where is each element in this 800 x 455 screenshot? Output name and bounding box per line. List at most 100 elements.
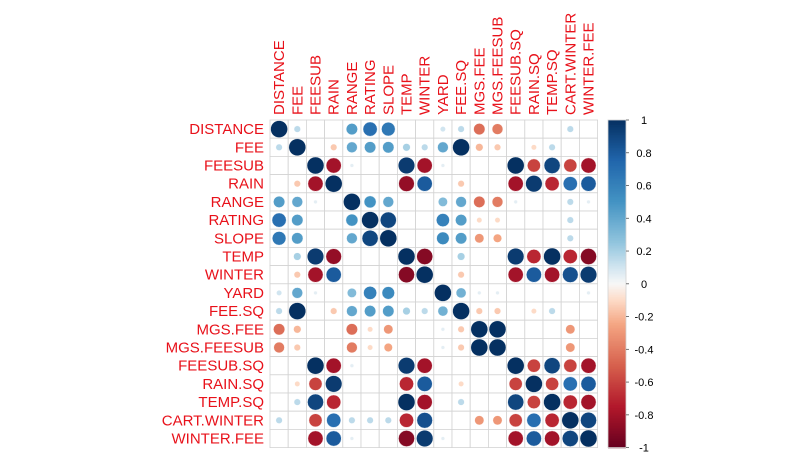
- correlation-circle: [349, 363, 355, 368]
- correlation-circle: [398, 430, 415, 447]
- grid-cell: [415, 119, 435, 139]
- column-label: RAIN: [326, 79, 343, 115]
- correlation-circle: [275, 416, 283, 424]
- correlation-circle: [457, 325, 465, 333]
- correlation-circle: [452, 138, 470, 157]
- colorbar-segment: [608, 170, 626, 174]
- grid-cell: [542, 228, 562, 248]
- colorbar-segment: [608, 264, 626, 267]
- grid-cell: [560, 137, 580, 157]
- colorbar-segment: [608, 183, 626, 187]
- correlation-circle: [398, 175, 415, 192]
- correlation-circle: [313, 199, 318, 205]
- colorbar-segment: [608, 313, 626, 316]
- colorbar-segment: [608, 336, 626, 339]
- colorbar-segment: [608, 182, 626, 185]
- colorbar-segment: [608, 301, 626, 305]
- correlation-circle: [508, 413, 523, 428]
- correlation-circle: [475, 307, 483, 315]
- correlation-circle: [382, 196, 394, 208]
- colorbar-segment: [608, 205, 626, 208]
- colorbar-segment: [608, 349, 626, 352]
- correlation-circle: [495, 290, 500, 296]
- grid-cell: [396, 228, 416, 248]
- grid-cell: [469, 155, 489, 175]
- colorbar-segment: [608, 139, 626, 142]
- grid-cell: [451, 410, 471, 430]
- grid-cell: [542, 283, 562, 303]
- colorbar-segment: [608, 159, 626, 162]
- grid-cell: [487, 428, 507, 448]
- correlation-circle: [492, 415, 503, 426]
- column-label: FEE.SQ: [453, 60, 470, 115]
- grid-cell: [324, 192, 344, 212]
- grid-cell: [342, 174, 362, 194]
- grid-cell: [360, 174, 380, 194]
- colorbar-segment: [608, 254, 626, 257]
- grid-cell: [579, 319, 599, 339]
- colorbar-segment: [608, 288, 626, 291]
- grid-cell: [396, 319, 416, 339]
- colorbar-segment: [608, 305, 626, 308]
- correlation-circle: [507, 248, 525, 265]
- colorbar-segment: [608, 395, 626, 398]
- colorbar-segment: [608, 259, 626, 262]
- correlation-circle: [397, 393, 416, 411]
- row-label: FEESUB: [204, 158, 264, 175]
- colorbar-segment: [608, 172, 626, 175]
- grid-cell: [287, 428, 307, 448]
- grid-cell: [396, 337, 416, 357]
- colorbar-segment: [608, 405, 626, 408]
- colorbar-segment: [608, 386, 626, 390]
- colorbar-segment: [608, 136, 626, 139]
- grid-cell: [433, 374, 453, 394]
- grid-cell: [433, 410, 453, 430]
- correlation-circle: [561, 411, 579, 429]
- colorbar-segment: [608, 198, 626, 201]
- colorbar-segment: [608, 424, 626, 427]
- colorbar-segment: [608, 400, 626, 403]
- colorbar-segment: [608, 367, 626, 370]
- column-label: RANGE: [344, 62, 361, 115]
- colorbar-segment: [608, 344, 626, 347]
- correlation-circle: [566, 234, 574, 242]
- colorbar-segment: [608, 323, 626, 326]
- colorbar-segment: [608, 152, 626, 155]
- correlation-circle: [580, 175, 597, 192]
- colorbar-segment: [608, 316, 626, 319]
- grid-cell: [579, 137, 599, 157]
- colorbar-segment: [608, 262, 626, 265]
- colorbar-tick-label: -0.2: [635, 312, 654, 324]
- correlation-circle: [507, 266, 524, 283]
- colorbar-segment: [608, 436, 626, 439]
- colorbar-segment: [608, 208, 626, 211]
- correlation-circle: [363, 286, 377, 300]
- grid-cell: [305, 137, 325, 157]
- row-label: FEE: [235, 139, 264, 156]
- correlation-circle: [379, 229, 397, 248]
- colorbar-segment: [608, 342, 626, 346]
- correlation-circle: [440, 345, 446, 350]
- colorbar-tick-label: 1: [641, 115, 647, 127]
- colorbar-tick-label: 0.8: [636, 148, 651, 160]
- colorbar-segment: [608, 185, 626, 188]
- correlation-circle: [562, 249, 578, 264]
- column-label: WINTER: [417, 56, 434, 115]
- correlation-circle: [306, 156, 325, 175]
- correlation-circle: [345, 213, 359, 227]
- correlation-circle: [273, 195, 286, 208]
- grid-cell: [506, 337, 526, 357]
- colorbar-segment: [608, 337, 626, 341]
- colorbar-segment: [608, 146, 626, 149]
- correlation-circle: [313, 290, 318, 296]
- grid-cell: [378, 392, 398, 412]
- grid-cell: [305, 301, 325, 321]
- correlation-circle: [566, 216, 574, 224]
- colorbar-segment: [608, 370, 626, 373]
- colorbar-segment: [608, 326, 626, 329]
- colorbar-segment: [608, 380, 626, 383]
- correlation-circle: [437, 305, 449, 317]
- grid-cell: [433, 392, 453, 412]
- grid-cell: [378, 374, 398, 394]
- row-label: RAIN.SQ: [202, 376, 264, 393]
